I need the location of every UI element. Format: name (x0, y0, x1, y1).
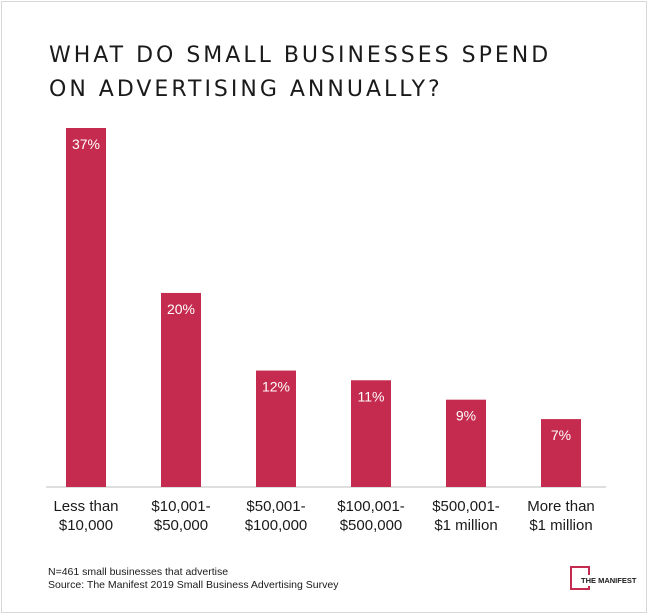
bar-value-label-3: 11% (358, 388, 385, 404)
category-label-4: $500,001- $1 million (432, 498, 500, 534)
bar-2 (256, 370, 296, 487)
bars-group: 37% Less than $10,000 20% $10,001- $50,000 12%… (53, 128, 595, 534)
bar-value-label-2: 12% (262, 379, 290, 395)
category-label-3: $100,001- $500,000 (337, 498, 405, 534)
source-note: Source: The Manifest 2019 Small Business… (48, 579, 339, 591)
category-label-4-line-0: $500,001- (432, 498, 500, 515)
chart-title-line-1: WHAT DO SMALL BUSINESSES SPEND (49, 43, 552, 68)
chart-title: WHAT DO SMALL BUSINESSES SPEND ON ADVERT… (49, 39, 629, 107)
bar-1 (161, 292, 201, 487)
bar-value-label-4: 9% (456, 408, 476, 424)
category-label-2-line-1: $100,000 (245, 517, 308, 534)
manifest-logo: THE MANIFEST (570, 566, 637, 596)
category-label-5: More than $1 million (527, 498, 595, 534)
category-label-4-line-1: $1 million (434, 517, 497, 534)
bar-4 (446, 399, 486, 487)
category-label-1-line-1: $50,000 (154, 517, 208, 534)
bar-5 (541, 419, 581, 487)
chart-title-line-2: ON ADVERTISING ANNUALLY? (49, 77, 443, 102)
bar-3 (351, 380, 391, 487)
sample-note: N=461 small businesses that advertise (48, 566, 229, 578)
bar-0 (66, 128, 106, 487)
bar-value-label-1: 20% (167, 301, 195, 317)
category-label-3-line-1: $500,000 (340, 517, 403, 534)
category-label-2: $50,001- $100,000 (245, 498, 308, 534)
category-label-0-line-0: Less than (53, 498, 118, 515)
category-label-1: $10,001- $50,000 (151, 498, 210, 534)
category-label-2-line-0: $50,001- (246, 498, 305, 515)
logo-text: THE MANIFEST (581, 575, 637, 586)
bar-value-label-5: 7% (551, 427, 571, 443)
footnote: N=461 small businesses that advertise So… (48, 566, 338, 592)
category-label-0: Less than $10,000 (53, 498, 118, 534)
category-label-1-line-0: $10,001- (151, 498, 210, 515)
bar-value-label-0: 37% (72, 136, 100, 152)
category-label-0-line-1: $10,000 (59, 517, 113, 534)
category-label-3-line-0: $100,001- (337, 498, 405, 515)
category-label-5-line-0: More than (527, 498, 595, 515)
category-label-5-line-1: $1 million (529, 517, 592, 534)
